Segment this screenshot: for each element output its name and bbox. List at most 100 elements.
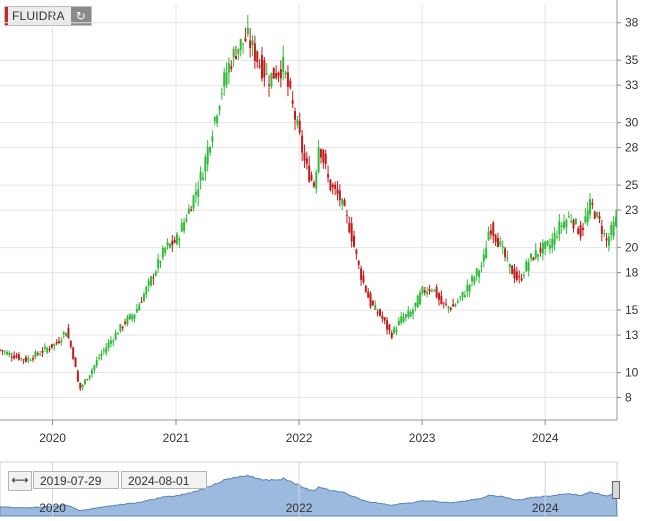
candle-down	[79, 382, 82, 389]
candle-down	[331, 184, 334, 188]
candle-up	[560, 225, 563, 227]
candle-up	[242, 43, 245, 45]
candle-up	[544, 241, 547, 249]
candle-up	[463, 295, 466, 298]
candle-down	[605, 238, 608, 241]
candle-up	[220, 93, 223, 95]
navigator-handle[interactable]	[612, 481, 620, 499]
candle-down	[74, 357, 77, 368]
candle-up	[471, 276, 474, 282]
candle-down	[24, 357, 27, 362]
candle-down	[348, 222, 351, 233]
y-tick-label: 35	[625, 53, 639, 67]
candle-up	[584, 216, 587, 223]
y-tick-label: 28	[625, 141, 639, 155]
candle-up	[201, 177, 204, 180]
candle-down	[235, 56, 238, 59]
candle-up	[421, 286, 424, 294]
candle-up	[43, 346, 46, 349]
y-tick-label: 13	[625, 328, 639, 342]
candle-up	[265, 73, 268, 75]
candle-up	[81, 385, 84, 388]
candle-up	[246, 27, 249, 35]
candle-down	[55, 341, 58, 344]
candle-up	[34, 351, 37, 358]
candle-up	[419, 292, 422, 305]
candle-up	[223, 72, 226, 87]
candle-up	[237, 48, 240, 54]
candle-up	[53, 343, 56, 347]
navigator-year-label: 2022	[286, 501, 313, 515]
candle-up	[142, 293, 145, 301]
candle-up	[603, 232, 606, 235]
y-tick-label: 23	[625, 203, 639, 217]
candle-up	[317, 147, 320, 172]
candle-up	[525, 261, 528, 272]
candle-down	[386, 320, 389, 330]
candle-up	[27, 358, 30, 361]
candle-down	[513, 268, 516, 279]
start-date-field[interactable]: 2019-07-29	[33, 471, 119, 489]
candle-up	[147, 280, 150, 286]
candle-up	[133, 314, 136, 319]
x-tick-label: 2024	[532, 431, 559, 445]
x-tick-label: 2021	[163, 431, 190, 445]
candle-down	[572, 219, 575, 229]
candle-up	[197, 189, 200, 197]
candle-up	[150, 276, 153, 286]
candle-down	[334, 184, 337, 189]
candle-down	[124, 321, 127, 324]
candle-down	[32, 358, 35, 360]
candle-down	[230, 65, 233, 70]
candle-up	[192, 195, 195, 209]
candle-down	[440, 295, 443, 305]
candle-up	[183, 221, 186, 231]
candle-down	[579, 225, 582, 237]
candle-up	[397, 320, 400, 326]
horizontal-arrows-icon[interactable]: ⟷	[8, 471, 32, 491]
candle-down	[260, 55, 263, 79]
candle-up	[461, 291, 464, 298]
candle-up	[102, 350, 105, 352]
refresh-icon[interactable]: ↻	[70, 7, 91, 25]
candle-down	[492, 222, 495, 237]
navigator-year-label: 2020	[39, 501, 66, 515]
candle-up	[610, 224, 613, 236]
candle-down	[303, 152, 306, 161]
candle-down	[190, 209, 193, 212]
candle-up	[558, 221, 561, 235]
candle-up	[185, 219, 188, 222]
candle-down	[312, 182, 315, 187]
candle-down	[360, 268, 363, 280]
ticker-color-marker	[5, 7, 8, 25]
end-date-field[interactable]: 2024-08-01	[121, 471, 207, 489]
candle-down	[581, 227, 584, 230]
y-tick-label: 38	[625, 16, 639, 30]
candle-up	[475, 268, 478, 276]
candle-up	[414, 302, 417, 307]
candle-up	[482, 254, 485, 262]
candle-up	[456, 301, 459, 303]
candle-up	[416, 295, 419, 308]
candle-down	[58, 341, 61, 344]
candle-up	[3, 351, 6, 353]
candle-up	[270, 72, 273, 87]
candle-up	[209, 147, 212, 153]
ticker-selector[interactable]: FLUIDRA ↻	[4, 6, 92, 26]
candle-down	[258, 65, 261, 67]
candle-down	[41, 350, 44, 353]
candle-down	[357, 261, 360, 265]
candle-up	[430, 290, 433, 292]
candle-down	[310, 175, 313, 180]
candle-down	[600, 226, 603, 234]
candle-down	[301, 135, 304, 153]
candle-down	[345, 215, 348, 217]
candle-down	[76, 370, 79, 382]
candle-up	[46, 347, 49, 353]
candle-down	[518, 276, 521, 278]
candle-down	[272, 67, 275, 79]
candle-down	[442, 302, 445, 304]
y-tick-label: 33	[625, 78, 639, 92]
candle-up	[506, 257, 509, 259]
candle-down	[496, 238, 499, 248]
